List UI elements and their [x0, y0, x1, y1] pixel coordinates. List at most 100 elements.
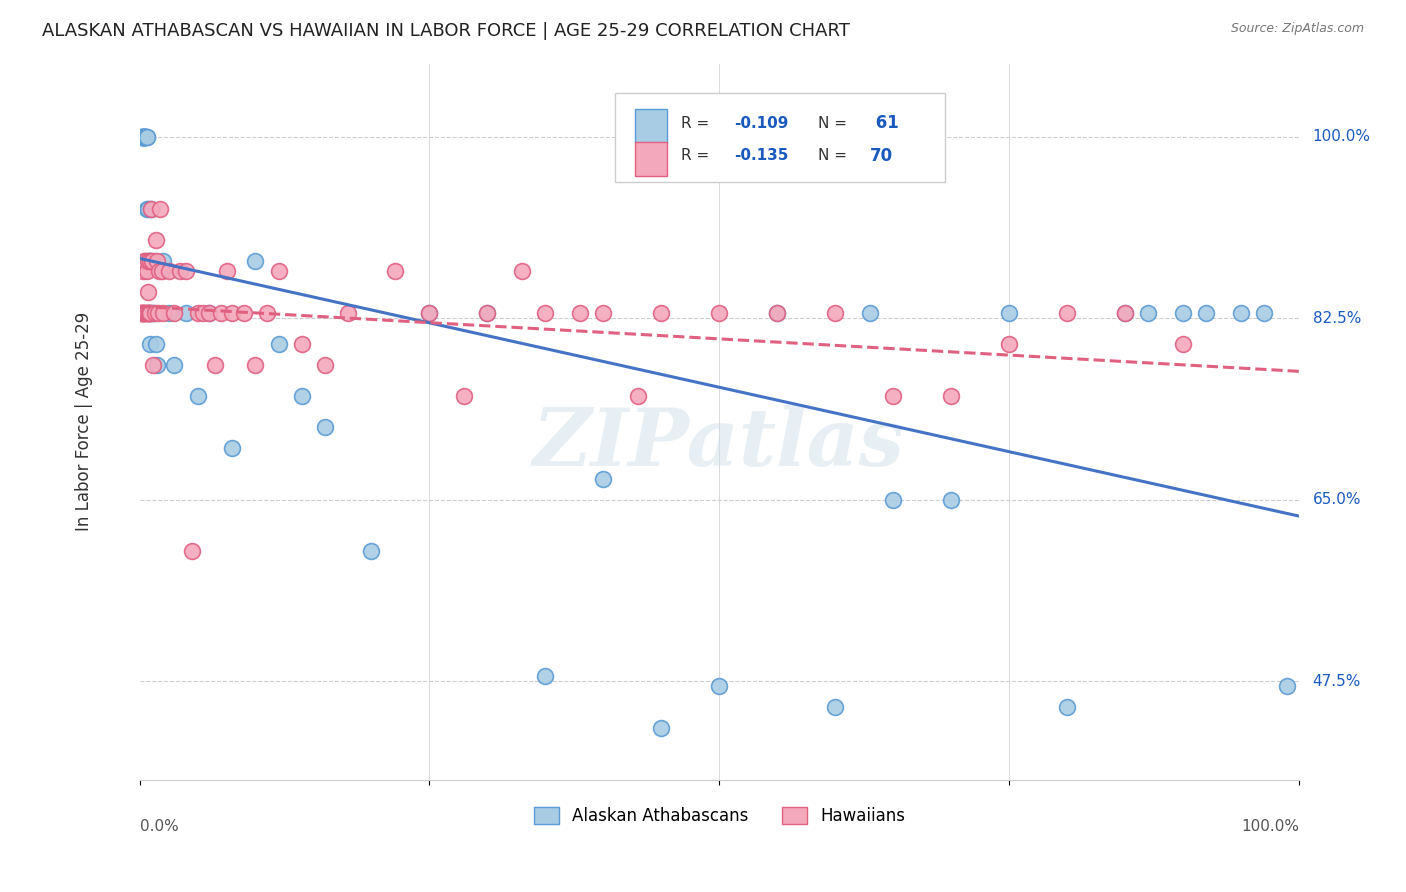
Text: ALASKAN ATHABASCAN VS HAWAIIAN IN LABOR FORCE | AGE 25-29 CORRELATION CHART: ALASKAN ATHABASCAN VS HAWAIIAN IN LABOR … [42, 22, 851, 40]
Text: -0.109: -0.109 [734, 116, 789, 131]
Point [129, 306, 152, 320]
Point [129, 129, 152, 144]
Point [314, 358, 336, 372]
Point [1056, 306, 1078, 320]
Text: 82.5%: 82.5% [1313, 310, 1361, 326]
Legend: Alaskan Athabascans, Hawaiians: Alaskan Athabascans, Hawaiians [527, 801, 911, 832]
Text: In Labor Force | Age 25-29: In Labor Force | Age 25-29 [75, 312, 93, 532]
Point [141, 254, 163, 268]
Point [1056, 700, 1078, 714]
Point [360, 804, 382, 818]
Point [1137, 306, 1160, 320]
Point [477, 306, 499, 320]
Point [141, 202, 163, 217]
Point [141, 254, 163, 268]
Point [145, 337, 167, 351]
Point [1171, 306, 1194, 320]
Point [453, 389, 475, 403]
Point [174, 264, 197, 278]
Point [291, 337, 314, 351]
Text: 100.0%: 100.0% [1313, 129, 1371, 145]
Point [592, 472, 614, 486]
Text: Source: ZipAtlas.com: Source: ZipAtlas.com [1230, 22, 1364, 36]
Point [132, 306, 155, 320]
Point [198, 306, 221, 320]
Text: 70: 70 [870, 146, 893, 165]
Point [1171, 337, 1194, 351]
Point [267, 337, 290, 351]
Point [134, 129, 156, 144]
Point [134, 306, 156, 320]
Point [157, 306, 180, 320]
Point [766, 306, 789, 320]
Point [134, 306, 156, 320]
Point [534, 669, 557, 683]
Point [134, 306, 156, 320]
Point [291, 389, 314, 403]
Text: N =: N = [818, 148, 852, 163]
Point [193, 306, 215, 320]
Point [131, 306, 153, 320]
Point [245, 254, 267, 268]
Point [180, 544, 202, 558]
Point [143, 254, 166, 268]
Point [939, 389, 962, 403]
Point [142, 358, 165, 372]
Text: ZIPatlas: ZIPatlas [533, 405, 905, 482]
Point [152, 254, 174, 268]
Point [824, 700, 846, 714]
Text: 100.0%: 100.0% [1241, 819, 1299, 834]
Point [132, 264, 155, 278]
Point [149, 202, 172, 217]
Point [131, 306, 153, 320]
Point [169, 264, 191, 278]
Point [221, 306, 243, 320]
Point [135, 129, 157, 144]
Point [152, 306, 174, 320]
Point [534, 306, 557, 320]
FancyBboxPatch shape [634, 142, 666, 177]
Point [650, 721, 672, 735]
Point [134, 129, 156, 144]
Point [146, 306, 169, 320]
Point [139, 306, 162, 320]
Point [1277, 679, 1299, 693]
Point [221, 441, 243, 455]
Point [146, 358, 169, 372]
Point [163, 306, 186, 320]
Point [132, 129, 155, 144]
Text: 0.0%: 0.0% [139, 819, 179, 834]
Point [1230, 306, 1253, 320]
Point [939, 492, 962, 507]
Point [138, 306, 160, 320]
Point [141, 306, 163, 320]
Point [627, 389, 650, 403]
FancyBboxPatch shape [614, 93, 945, 182]
Point [131, 129, 153, 144]
Point [186, 389, 208, 403]
Point [148, 264, 170, 278]
Point [138, 306, 160, 320]
Point [998, 337, 1021, 351]
Point [998, 306, 1021, 320]
Point [209, 306, 232, 320]
Point [136, 254, 159, 268]
Point [859, 306, 882, 320]
Point [143, 306, 166, 320]
Point [134, 254, 156, 268]
FancyBboxPatch shape [634, 109, 666, 144]
Point [709, 679, 731, 693]
Point [1253, 306, 1275, 320]
Point [384, 264, 406, 278]
Point [150, 264, 173, 278]
Point [139, 254, 162, 268]
Point [139, 254, 162, 268]
Point [145, 233, 167, 247]
Point [163, 358, 186, 372]
Point [477, 306, 499, 320]
Point [592, 306, 614, 320]
Point [134, 129, 156, 144]
Point [138, 306, 160, 320]
Point [709, 306, 731, 320]
Text: 47.5%: 47.5% [1313, 673, 1361, 689]
